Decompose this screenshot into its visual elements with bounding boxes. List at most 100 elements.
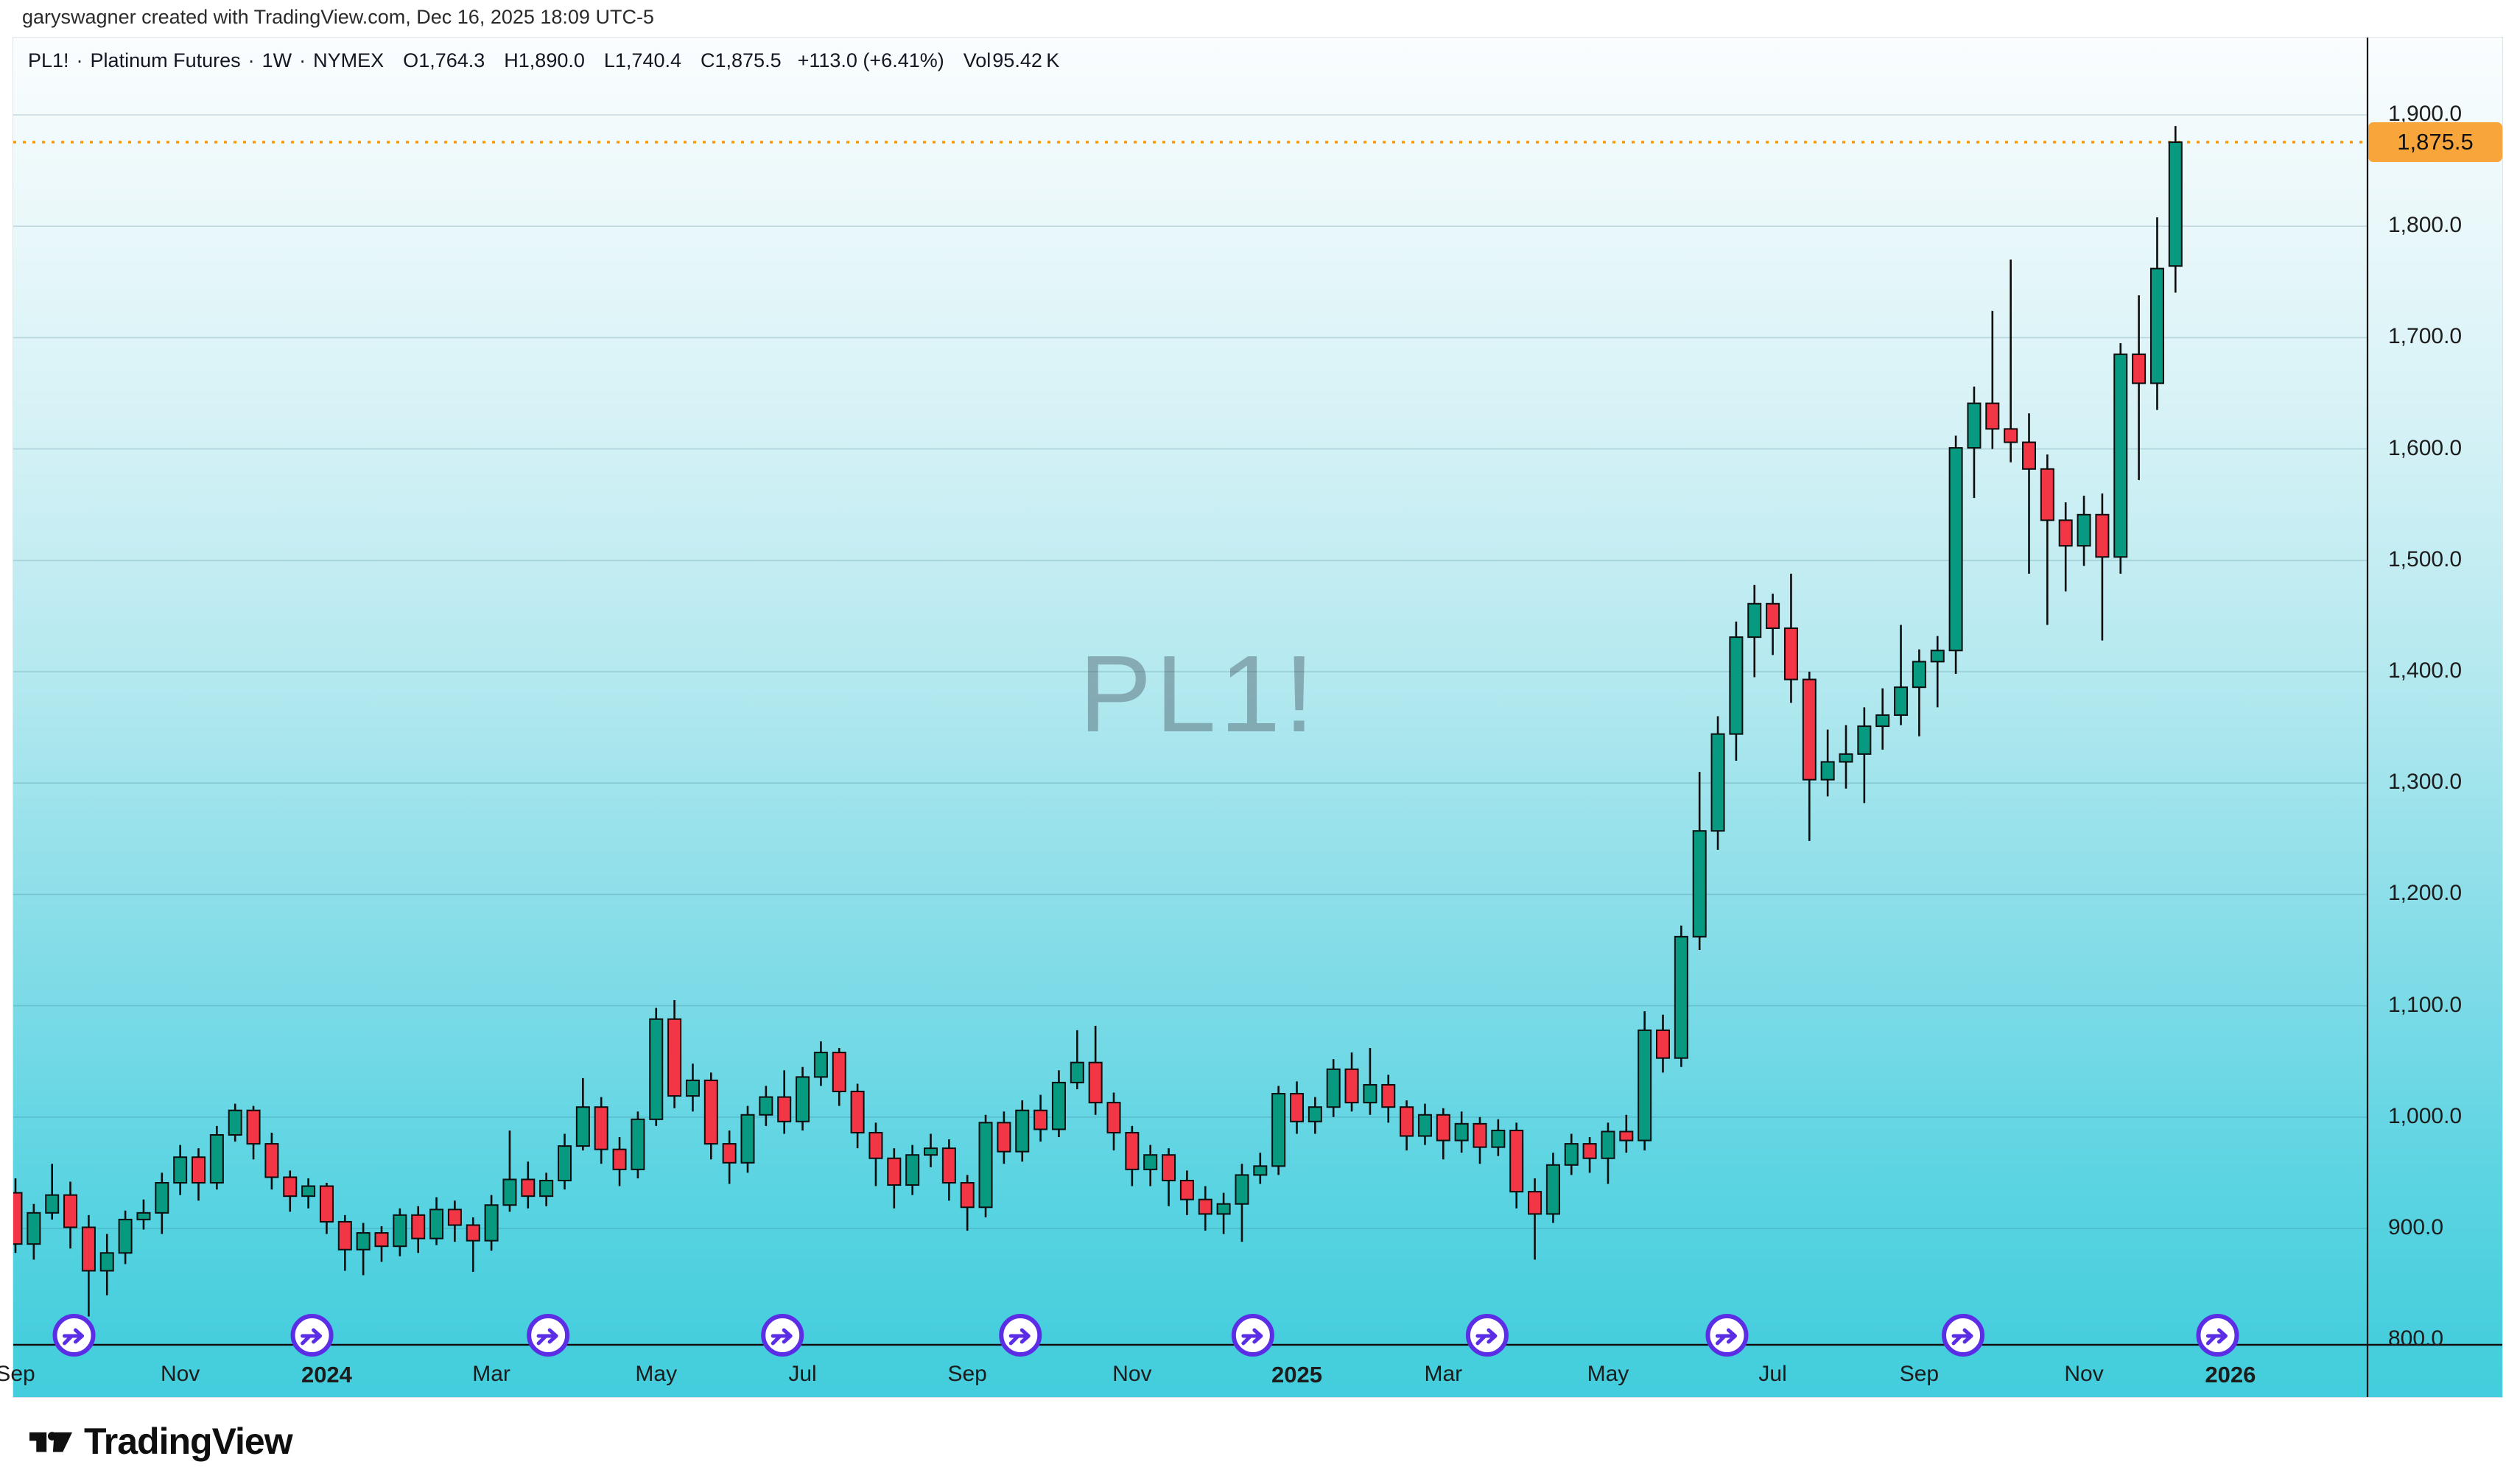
candle-up xyxy=(1839,753,1853,763)
candle-up xyxy=(301,1185,316,1198)
contract-rollover-icon[interactable] xyxy=(2196,1314,2239,1357)
candle-up xyxy=(978,1122,993,1209)
candle-down xyxy=(1033,1109,1048,1130)
candle-down xyxy=(2058,519,2073,547)
contract-rollover-icon[interactable] xyxy=(761,1314,804,1357)
candle-down xyxy=(63,1194,78,1228)
candle-down xyxy=(264,1143,279,1178)
candle-down xyxy=(1088,1061,1103,1104)
time-axis-year-label: 2024 xyxy=(301,1362,352,1388)
candle-up xyxy=(1491,1129,1506,1148)
candle-down xyxy=(1473,1122,1487,1148)
candle-down xyxy=(2040,468,2054,521)
candle-down xyxy=(1436,1114,1450,1142)
price-axis-label: 1,100.0 xyxy=(2388,992,2463,1017)
candle-up xyxy=(1051,1081,1066,1130)
legend-separator: · xyxy=(248,49,255,71)
price-axis-label: 1,400.0 xyxy=(2388,658,2463,683)
candle-down xyxy=(13,1192,23,1245)
candle-up xyxy=(136,1212,151,1220)
tradingview-logo[interactable]: TradingView xyxy=(29,1420,293,1463)
candle-up xyxy=(1674,935,1688,1059)
time-axis-month-label: Jul xyxy=(788,1362,817,1386)
legend-high-label: H xyxy=(504,49,519,71)
price-axis-label: 800.0 xyxy=(2388,1326,2444,1351)
candle-up xyxy=(759,1096,773,1116)
candle-up xyxy=(685,1079,700,1097)
candle-down xyxy=(2132,354,2147,384)
contract-rollover-icon[interactable] xyxy=(1942,1314,1985,1357)
contract-rollover-icon[interactable] xyxy=(999,1314,1042,1357)
candle-up xyxy=(393,1214,407,1248)
legend-exchange: NYMEX xyxy=(313,49,385,71)
candle-up xyxy=(1235,1174,1249,1205)
price-axis-label: 1,300.0 xyxy=(2388,770,2463,795)
candle-down xyxy=(1400,1106,1414,1137)
legend-separator: · xyxy=(76,49,83,71)
candle-down xyxy=(447,1209,462,1226)
candle-down xyxy=(941,1147,956,1184)
legend-change: +113.0 (+6.41%) xyxy=(797,49,944,71)
candle-up xyxy=(118,1218,133,1254)
candle-down xyxy=(246,1109,261,1145)
time-axis-month-label: Nov xyxy=(160,1362,200,1386)
time-axis-month-label: Sep xyxy=(1899,1362,1940,1386)
candle-up xyxy=(1894,686,1909,716)
candle-down xyxy=(374,1232,389,1248)
candle-up xyxy=(1308,1106,1322,1122)
candle-up xyxy=(813,1052,828,1078)
candle-down xyxy=(283,1176,298,1198)
candle-down xyxy=(777,1096,792,1122)
candle-down xyxy=(1162,1154,1176,1181)
contract-rollover-icon[interactable] xyxy=(1231,1314,1274,1357)
candle-down xyxy=(612,1148,627,1170)
candle-down xyxy=(1656,1029,1670,1059)
contract-rollover-icon[interactable] xyxy=(527,1314,570,1357)
candle-down xyxy=(1783,627,1798,681)
candle-down xyxy=(703,1079,718,1145)
candle-up xyxy=(1454,1122,1469,1142)
candle-down xyxy=(832,1052,846,1093)
candle-up xyxy=(484,1204,499,1242)
candle-up xyxy=(1710,733,1725,832)
candle-up xyxy=(2077,513,2091,547)
candle-up xyxy=(539,1179,554,1198)
contract-rollover-icon[interactable] xyxy=(52,1314,96,1357)
candle-up xyxy=(1747,602,1762,639)
candle-up xyxy=(228,1109,242,1136)
chart-widget: PL1! PL1! · Platinum Futures · 1W · NYMEX O1,76… xyxy=(0,37,2503,1398)
legend-close-value: 1,875.5 xyxy=(715,49,782,71)
contract-rollover-icon[interactable] xyxy=(290,1314,334,1357)
candle-down xyxy=(81,1226,96,1272)
candle-down xyxy=(2095,513,2110,558)
candle-up xyxy=(1638,1029,1652,1142)
price-axis-label: 1,800.0 xyxy=(2388,213,2463,238)
candle-up xyxy=(1875,714,1890,728)
candle-down xyxy=(521,1178,536,1198)
attribution-text: garyswagner created with TradingView.com… xyxy=(22,6,654,28)
legend-high-value: 1,890.0 xyxy=(518,49,585,71)
candlestick-chart-canvas[interactable] xyxy=(13,38,2502,1397)
time-axis-year-label: 2026 xyxy=(2205,1362,2256,1388)
candle-down xyxy=(337,1220,352,1251)
candle-up xyxy=(905,1154,920,1186)
candle-down xyxy=(192,1156,206,1184)
candle-up xyxy=(1271,1093,1286,1167)
candle-up xyxy=(173,1156,188,1184)
time-axis-month-label: Nov xyxy=(2064,1362,2104,1386)
contract-rollover-icon[interactable] xyxy=(1705,1314,1749,1357)
candle-down xyxy=(1582,1143,1597,1159)
time-axis-month-label: May xyxy=(635,1362,678,1386)
candle-down xyxy=(722,1143,737,1164)
tradingview-logo-text: TradingView xyxy=(84,1421,293,1462)
candle-up xyxy=(1545,1164,1560,1215)
candle-down xyxy=(1985,402,2000,430)
candle-up xyxy=(1216,1203,1231,1215)
candle-up xyxy=(558,1145,572,1181)
contract-rollover-icon[interactable] xyxy=(1465,1314,1509,1357)
time-axis-month-label: Sep xyxy=(0,1362,35,1386)
price-axis-label: 1,700.0 xyxy=(2388,324,2463,349)
candle-down xyxy=(1381,1083,1396,1108)
price-axis-label: 1,600.0 xyxy=(2388,435,2463,460)
candle-up xyxy=(631,1118,645,1170)
